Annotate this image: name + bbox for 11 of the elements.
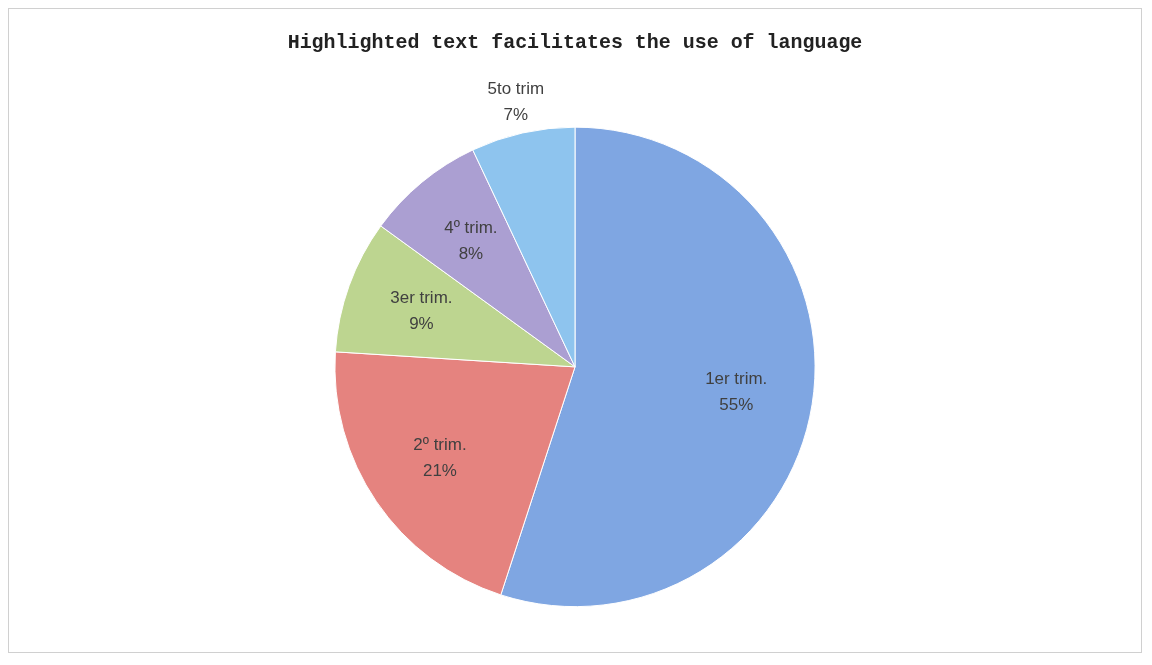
data-label: 21% [423,461,457,481]
data-label: 8% [458,243,484,263]
slice-label: 2º trim. [413,435,467,455]
slice-label: 5to trim [487,79,545,99]
data-label: 9% [409,314,434,334]
slice-label: 1er trim. [705,369,768,389]
slice-label: 3er trim. [390,288,453,308]
chart-title: Highlighted text facilitates the use of language [287,30,863,54]
data-label: 7% [503,105,529,125]
slice-label: 4º trim. [444,217,498,237]
data-label: 55% [719,395,754,415]
